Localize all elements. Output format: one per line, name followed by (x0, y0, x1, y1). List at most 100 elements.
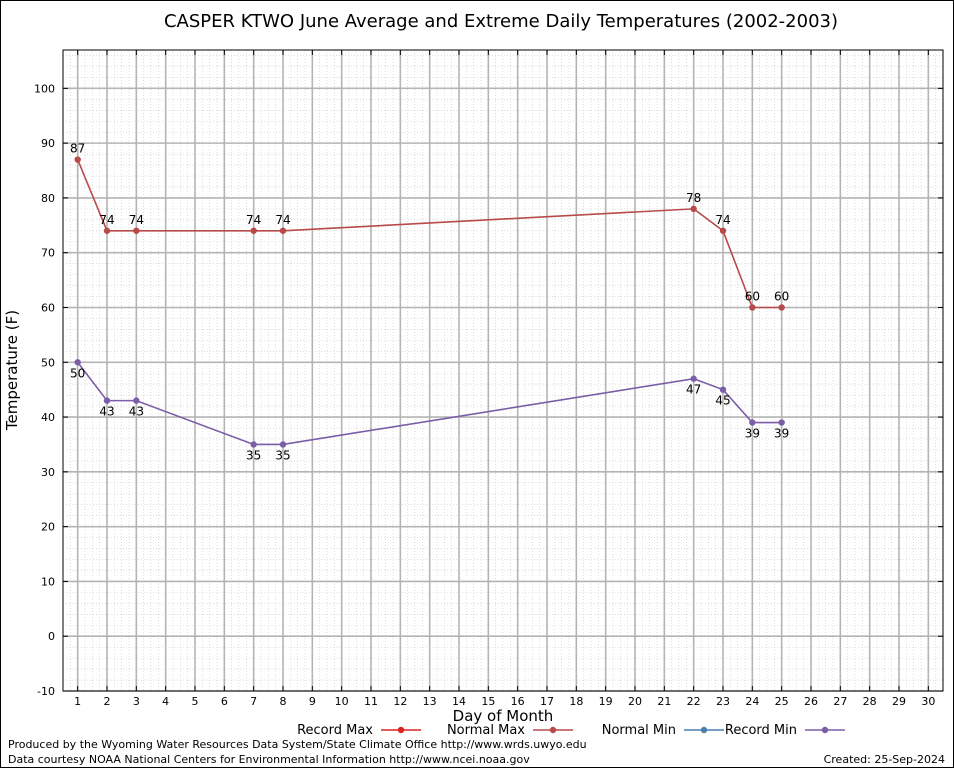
y-tick-label: 20 (41, 521, 55, 534)
x-tick-label: 20 (628, 695, 642, 708)
plot-area (62, 49, 944, 692)
x-tick-label: 1 (74, 695, 81, 708)
y-tick-label: 80 (41, 192, 55, 205)
normal-max-point (279, 227, 287, 234)
x-tick-label: 29 (892, 695, 906, 708)
y-tick-label: 40 (41, 411, 55, 424)
record-min-point (250, 441, 257, 448)
legend-marker-record-max (397, 726, 405, 734)
y-tick-label: 90 (41, 137, 55, 150)
x-tick-label: 5 (192, 695, 199, 708)
normal-max-data-label: 74 (275, 213, 290, 227)
record-min-point (74, 359, 81, 366)
created-date: Created: 25-Sep-2024 (823, 753, 945, 766)
x-tick-label: 4 (162, 695, 169, 708)
record-min-point (719, 386, 727, 393)
x-tick-label: 8 (280, 695, 287, 708)
legend-marker-normal-max (549, 726, 557, 734)
x-tick-label: 25 (775, 695, 789, 708)
normal-max-point (250, 227, 257, 234)
x-tick-label: 21 (657, 695, 671, 708)
normal-max-data-label: 60 (745, 289, 760, 303)
major-grid (63, 50, 943, 692)
chart-title: CASPER KTWO June Average and Extreme Dai… (164, 11, 838, 32)
normal-max-point (719, 227, 727, 234)
normal-max-data-label: 74 (246, 213, 261, 227)
y-tick-label: 30 (41, 466, 55, 479)
x-tick-label: 3 (133, 695, 140, 708)
legend-label-normal-max: Normal Max (447, 723, 525, 738)
record-min-data-label: 50 (70, 366, 85, 380)
record-min-data-label: 43 (129, 405, 144, 419)
normal-max-data-label: 87 (70, 142, 85, 156)
x-tick-label: 30 (921, 695, 935, 708)
y-tick-label: 70 (41, 247, 55, 260)
axis-ticks (63, 50, 943, 692)
y-tick-label: 10 (41, 575, 55, 588)
y-axis-label: Temperature (F) (3, 310, 21, 431)
normal-max-data-label: 74 (99, 213, 114, 227)
record-min-data-label: 35 (275, 448, 290, 462)
series-layer: 87 74 74 74 74 78 74 60 60 50 43 43 35 35 47 45 39 39 (70, 142, 789, 463)
record-min-point (103, 397, 111, 404)
x-tick-label: 15 (481, 695, 495, 708)
minor-grid (62, 50, 944, 691)
x-tick-label: 28 (863, 695, 877, 708)
x-tick-label: 16 (511, 695, 525, 708)
x-tick-label: 23 (716, 695, 730, 708)
record-min-point (778, 419, 785, 426)
legend-label-normal-min: Normal Min (602, 723, 676, 738)
x-tick-label: 13 (423, 695, 437, 708)
x-tick-label: 18 (569, 695, 583, 708)
x-tick-label: 10 (335, 695, 349, 708)
record-min-point (279, 441, 287, 448)
record-min-data-label: 47 (686, 383, 701, 397)
record-min-point (133, 397, 140, 404)
legend-marker-record-min (821, 726, 829, 734)
record-min-data-label: 35 (246, 448, 261, 462)
normal-max-point (778, 304, 785, 311)
record-min-point (749, 419, 756, 426)
x-tick-label: 26 (804, 695, 818, 708)
y-tick-label: 60 (41, 301, 55, 314)
x-tick-label: 11 (364, 695, 378, 708)
normal-max-point (690, 205, 697, 213)
record-min-data-label: 45 (715, 394, 730, 408)
legend: Record Max Normal Max Normal Min Record Min (297, 723, 845, 738)
legend-marker-normal-min (700, 726, 708, 734)
y-tick-label: 100 (34, 82, 55, 95)
x-tick-label: 6 (221, 695, 228, 708)
record-min-point (690, 375, 697, 382)
x-tick-label: 19 (599, 695, 613, 708)
record-min-data-label: 39 (774, 427, 789, 441)
record-min-data-label: 43 (99, 405, 114, 419)
normal-max-point (103, 227, 111, 234)
x-tick-labels: 1 2 3 4 5 6 7 8 9 10 11 12 13 14 15 16 17 18 19 20 21 22 23 24 2… (74, 695, 935, 708)
x-tick-label: 17 (540, 695, 554, 708)
y-tick-label: -10 (37, 685, 55, 698)
record-min-data-label: 39 (745, 427, 760, 441)
x-tick-label: 9 (309, 695, 316, 708)
normal-max-data-label: 78 (686, 191, 701, 205)
x-axis-label: Day of Month (453, 707, 554, 725)
normal-max-point (749, 304, 756, 311)
x-tick-label: 27 (833, 695, 847, 708)
normal-max-point (133, 227, 140, 234)
legend-label-record-max: Record Max (297, 723, 373, 738)
produced-by-note: Produced by the Wyoming Water Resources … (8, 738, 587, 751)
legend-label-record-min: Record Min (725, 723, 797, 738)
x-tick-label: 7 (250, 695, 257, 708)
x-tick-label: 22 (687, 695, 701, 708)
normal-max-point (74, 156, 81, 163)
normal-max-data-label: 74 (129, 213, 144, 227)
x-tick-label: 12 (393, 695, 407, 708)
x-tick-label: 24 (745, 695, 759, 708)
x-tick-label: 14 (452, 695, 466, 708)
x-tick-label: 2 (104, 695, 111, 708)
data-courtesy-note: Data courtesy NOAA National Centers for … (8, 753, 530, 766)
y-tick-label: 50 (41, 356, 55, 369)
y-tick-label: 0 (48, 630, 55, 643)
normal-max-data-label: 74 (715, 213, 730, 227)
normal-max-data-label: 60 (774, 289, 789, 303)
